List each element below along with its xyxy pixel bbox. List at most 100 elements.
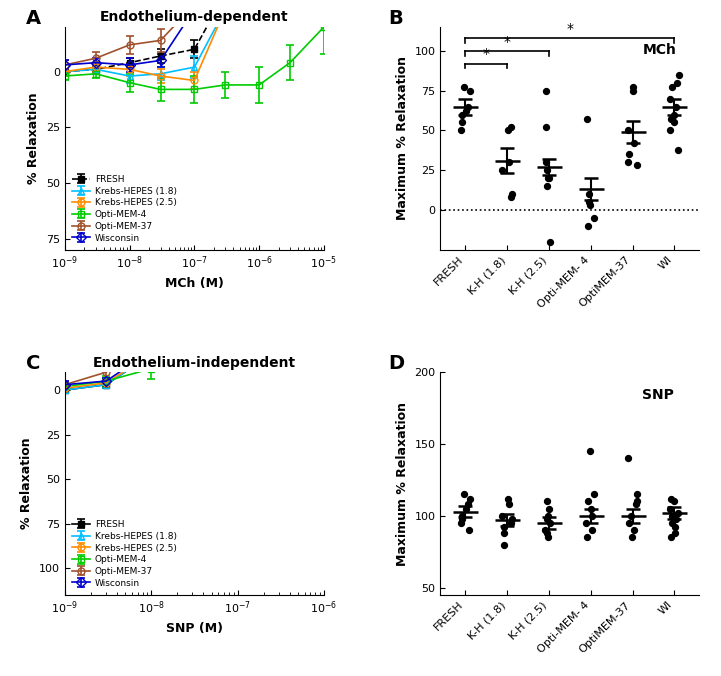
Point (622, 157, 634, 168)
Point (585, 200, 596, 211)
Y-axis label: Maximum % Relaxation: Maximum % Relaxation (396, 402, 409, 566)
Point (581, 114, 593, 124)
Point (669, 528, 681, 539)
Point (585, 445, 596, 456)
Point (464, 85, 476, 96)
Point (539, 525, 551, 535)
Point (583, 189, 594, 199)
Point (464, 525, 475, 535)
Point (632, 496, 643, 507)
Point (673, 144, 684, 155)
Point (667, 518, 678, 529)
Point (584, 197, 596, 208)
Point (628, 138, 640, 149)
Point (585, 503, 597, 514)
Point (462, 499, 474, 510)
Point (456, 513, 468, 524)
Point (670, 513, 681, 524)
Point (544, 173, 555, 184)
Point (541, 180, 553, 191)
Point (665, 93, 676, 104)
Point (622, 453, 634, 464)
Title: Endothelium-independent: Endothelium-independent (93, 356, 296, 370)
Point (456, 117, 468, 128)
Point (542, 510, 554, 521)
Point (541, 513, 553, 524)
Point (506, 189, 518, 199)
Point (455, 125, 466, 136)
Point (498, 528, 510, 539)
Point (588, 489, 599, 500)
Y-axis label: Maximum % Relaxation: Maximum % Relaxation (396, 56, 409, 220)
Y-axis label: % Relaxation: % Relaxation (20, 438, 33, 529)
Point (540, 157, 552, 168)
Point (505, 518, 516, 529)
Point (622, 125, 634, 136)
Point (588, 212, 599, 223)
Point (503, 125, 514, 136)
Point (664, 503, 676, 514)
Point (632, 489, 643, 500)
Point (673, 70, 685, 80)
Point (462, 101, 474, 112)
Point (672, 77, 684, 88)
X-axis label: MCh (M): MCh (M) (165, 276, 224, 290)
Point (542, 532, 554, 543)
X-axis label: SNP (M): SNP (M) (166, 622, 223, 635)
Point (541, 496, 553, 507)
Point (623, 518, 634, 529)
Point (582, 496, 593, 507)
Point (541, 165, 553, 176)
Point (626, 532, 637, 543)
Legend: FRESH, Krebs-HEPES (1.8), Krebs-HEPES (2.5), Opti-MEM-4, Opti-MEM-37, Wisconsin: FRESH, Krebs-HEPES (1.8), Krebs-HEPES (2… (69, 517, 180, 590)
Point (506, 513, 518, 524)
Point (498, 539, 510, 550)
Point (666, 510, 678, 521)
Point (503, 499, 515, 510)
Point (632, 160, 643, 171)
Point (459, 489, 470, 500)
Point (455, 518, 466, 529)
Point (540, 122, 552, 132)
Point (503, 493, 514, 504)
Point (668, 496, 680, 507)
Point (497, 165, 508, 176)
Point (497, 510, 508, 521)
Point (665, 493, 676, 504)
Point (667, 82, 678, 93)
Point (461, 106, 472, 117)
Point (544, 503, 555, 514)
Point (673, 508, 684, 518)
Point (664, 125, 676, 136)
Point (627, 82, 639, 93)
Point (665, 114, 676, 124)
Point (586, 510, 598, 521)
Point (505, 192, 516, 203)
Point (665, 532, 677, 543)
Text: SNP: SNP (642, 388, 674, 402)
Point (582, 532, 593, 543)
Point (461, 503, 472, 514)
Point (624, 149, 635, 160)
Point (544, 518, 556, 529)
Point (668, 109, 679, 120)
Text: MCh: MCh (642, 43, 676, 57)
Point (630, 499, 642, 510)
Text: D: D (389, 354, 404, 373)
Point (586, 525, 598, 535)
Point (503, 157, 515, 168)
Point (629, 525, 640, 535)
Text: B: B (389, 9, 403, 28)
Point (628, 85, 640, 96)
Point (625, 510, 637, 521)
Text: C: C (26, 354, 40, 373)
Text: *: * (483, 47, 490, 62)
Point (669, 522, 681, 533)
Point (668, 117, 680, 128)
Point (544, 237, 556, 247)
Point (582, 220, 593, 231)
Point (671, 101, 682, 112)
Point (505, 122, 517, 132)
Y-axis label: % Relaxation: % Relaxation (27, 93, 40, 184)
Point (499, 522, 510, 533)
